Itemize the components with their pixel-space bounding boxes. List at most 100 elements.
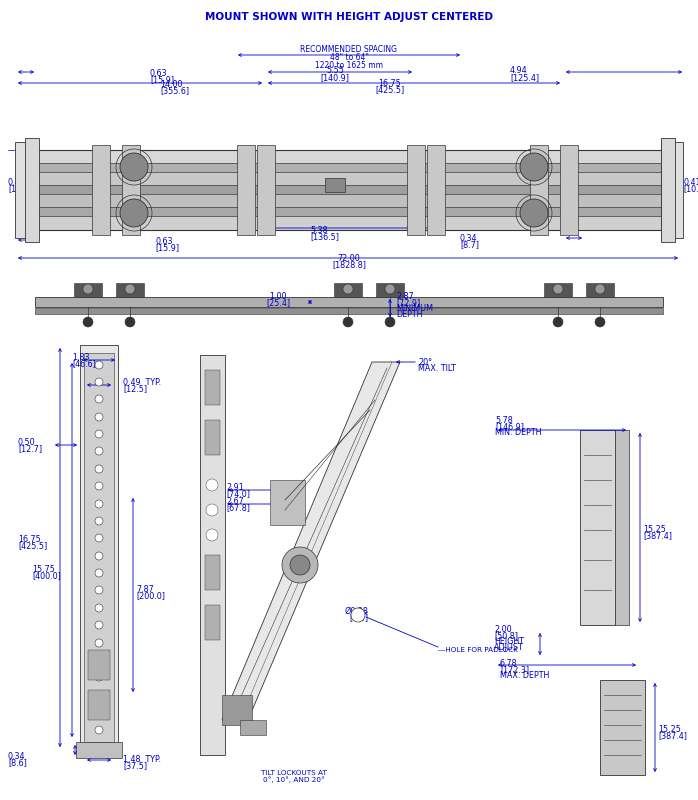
Text: [425.5]: [425.5]	[18, 541, 47, 550]
Text: ADJUST: ADJUST	[494, 643, 524, 652]
Text: DEPTH: DEPTH	[396, 310, 422, 319]
Bar	[88, 690, 110, 720]
Bar	[560, 145, 578, 235]
Text: [136.5]: [136.5]	[310, 232, 339, 241]
Text: 0.49  TYP.: 0.49 TYP.	[123, 378, 161, 387]
Text: [67.8]: [67.8]	[226, 503, 250, 512]
Text: 0.50: 0.50	[18, 438, 36, 447]
Text: MAX. TILT: MAX. TILT	[418, 364, 456, 373]
Circle shape	[595, 317, 605, 327]
Text: 0.41: 0.41	[8, 178, 26, 187]
Bar	[427, 145, 445, 235]
Text: [10.5]: [10.5]	[8, 184, 32, 193]
Circle shape	[95, 465, 103, 473]
Text: —HOLE FOR PADLOCK: —HOLE FOR PADLOCK	[438, 647, 518, 653]
Circle shape	[95, 447, 103, 455]
Text: [8.6]: [8.6]	[8, 758, 27, 767]
Text: 16.75: 16.75	[18, 535, 40, 544]
Circle shape	[95, 639, 103, 647]
Circle shape	[120, 153, 148, 181]
Text: [355.6]: [355.6]	[160, 86, 189, 95]
Circle shape	[95, 726, 103, 734]
Circle shape	[125, 284, 135, 294]
Text: 20°: 20°	[418, 358, 432, 367]
Text: RECOMMENDED SPACING: RECOMMENDED SPACING	[301, 45, 397, 54]
Text: 5.38: 5.38	[310, 226, 327, 235]
Circle shape	[206, 479, 218, 491]
Text: 2.91: 2.91	[226, 483, 244, 492]
Bar	[325, 178, 345, 192]
Bar	[580, 430, 615, 625]
Bar	[76, 742, 122, 758]
Bar	[80, 345, 118, 750]
Bar	[544, 283, 572, 297]
Text: 15.25: 15.25	[643, 525, 666, 534]
Text: TILT LOCKOUTS AT: TILT LOCKOUTS AT	[261, 770, 327, 776]
Text: 2.00: 2.00	[494, 625, 512, 634]
Text: HEIGHT: HEIGHT	[494, 637, 524, 646]
Text: 5.78: 5.78	[495, 416, 513, 425]
Bar	[84, 353, 114, 742]
Circle shape	[95, 430, 103, 438]
Text: [425.5]: [425.5]	[376, 85, 405, 94]
Text: [74.0]: [74.0]	[226, 489, 250, 498]
Circle shape	[520, 199, 548, 227]
Bar	[661, 142, 683, 238]
Text: [46.6]: [46.6]	[72, 359, 96, 368]
Bar	[35, 185, 663, 194]
Bar	[88, 650, 110, 680]
Circle shape	[282, 547, 318, 583]
Text: 1220 to 1625 mm: 1220 to 1625 mm	[315, 61, 383, 70]
Text: 5.55: 5.55	[326, 66, 344, 75]
Text: 0°, 10°, AND 20°: 0°, 10°, AND 20°	[263, 776, 325, 782]
Text: [37.5]: [37.5]	[123, 761, 147, 770]
Text: [50.8]: [50.8]	[494, 631, 518, 640]
Text: 0.63: 0.63	[150, 69, 168, 78]
Text: 48" to 64": 48" to 64"	[329, 53, 369, 62]
Circle shape	[95, 378, 103, 386]
Text: 0.41: 0.41	[683, 178, 698, 187]
Bar	[530, 145, 548, 235]
Circle shape	[343, 284, 353, 294]
Circle shape	[343, 317, 353, 327]
Bar	[35, 207, 663, 216]
Text: 1.00: 1.00	[269, 292, 287, 301]
Circle shape	[95, 534, 103, 542]
Circle shape	[95, 708, 103, 716]
Text: MIN. DEPTH: MIN. DEPTH	[495, 428, 542, 437]
Bar	[407, 145, 425, 235]
Bar	[205, 370, 220, 405]
Bar	[122, 145, 140, 235]
Text: Ø0.38: Ø0.38	[344, 607, 368, 616]
Text: 1.48  TYP.: 1.48 TYP.	[123, 755, 161, 764]
Text: MINIMUM: MINIMUM	[396, 304, 433, 313]
Circle shape	[95, 621, 103, 629]
Text: 14.00: 14.00	[160, 80, 182, 89]
Bar	[661, 138, 675, 242]
Text: 6.78: 6.78	[500, 659, 518, 668]
Circle shape	[95, 691, 103, 699]
Text: 2.87: 2.87	[396, 292, 414, 301]
Bar	[205, 605, 220, 640]
Bar	[237, 145, 255, 235]
Bar	[586, 283, 614, 297]
Circle shape	[83, 317, 93, 327]
Text: 4.94: 4.94	[510, 66, 528, 75]
Bar	[205, 420, 220, 455]
Circle shape	[385, 284, 395, 294]
Text: [15.9]: [15.9]	[155, 243, 179, 252]
Circle shape	[95, 413, 103, 421]
Text: [1828.8]: [1828.8]	[332, 260, 366, 269]
Circle shape	[83, 284, 93, 294]
Bar	[240, 720, 266, 735]
Bar	[600, 680, 645, 775]
Circle shape	[95, 517, 103, 525]
Circle shape	[553, 317, 563, 327]
Bar	[15, 142, 37, 238]
Text: 0.63: 0.63	[155, 237, 172, 246]
Circle shape	[206, 529, 218, 541]
Bar	[35, 308, 663, 314]
Text: [172.3]: [172.3]	[500, 665, 529, 674]
Text: [200.0]: [200.0]	[136, 591, 165, 600]
Circle shape	[95, 500, 103, 508]
